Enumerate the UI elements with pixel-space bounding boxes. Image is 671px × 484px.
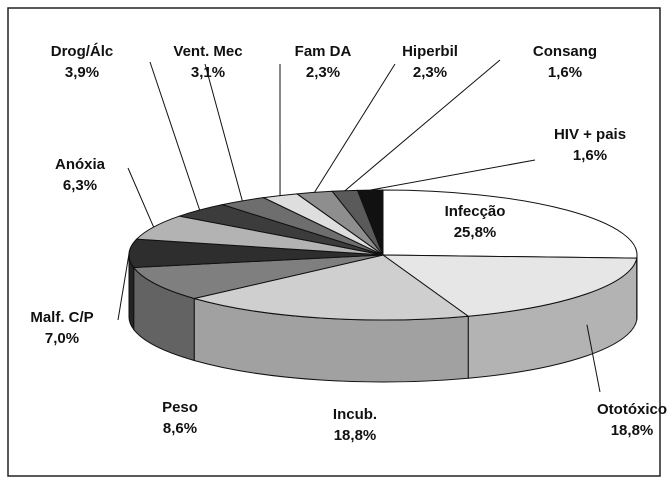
slice-label: Infecção <box>445 203 506 220</box>
slice-label: Fam DA <box>295 43 352 60</box>
pie-tops <box>128 189 638 321</box>
slice-label: Consang <box>533 43 597 60</box>
slice-value-label: 25,8% <box>454 224 497 241</box>
pie-slice <box>381 254 638 317</box>
labels: Infecção 25,8% Ototóxico 18,8% Incub. 18,8% Pe… <box>30 43 667 444</box>
slice-label: HIV + pais <box>554 126 626 143</box>
slice-value-label: 3,9% <box>65 64 99 81</box>
leader-line <box>314 63 396 193</box>
slice-value-label: 6,3% <box>63 177 97 194</box>
leader-line <box>344 59 501 192</box>
slice-value-label: 1,6% <box>573 147 607 164</box>
pie-slice <box>128 238 384 268</box>
slice-label: Incub. <box>333 406 377 423</box>
slice-label: Peso <box>162 399 198 416</box>
leader-line <box>127 167 155 228</box>
leader-line <box>370 159 536 191</box>
pie-sides <box>128 254 638 383</box>
slice-value-label: 18,8% <box>611 422 654 439</box>
leader-line <box>204 63 243 202</box>
slice-label: Vent. Mec <box>173 43 242 60</box>
pie-slice <box>194 254 470 321</box>
slice-label: Hiperbil <box>402 43 458 60</box>
slice-label: Ototóxico <box>597 401 667 418</box>
slice-value-label: 2,3% <box>306 64 340 81</box>
slice-value-label: 18,8% <box>334 427 377 444</box>
slice-label: Malf. C/P <box>30 309 93 326</box>
slice-value-label: 7,0% <box>45 330 79 347</box>
slice-label: Anóxia <box>55 156 106 173</box>
leader-line <box>586 324 601 393</box>
leader-line <box>117 253 130 321</box>
leader-line <box>149 61 201 211</box>
slice-label: Drog/Álc <box>51 43 114 60</box>
slice-value-label: 1,6% <box>548 64 582 81</box>
slice-value-label: 8,6% <box>163 420 197 437</box>
slice-value-label: 2,3% <box>413 64 447 81</box>
slice-value-label: 3,1% <box>191 64 225 81</box>
pie-slice <box>132 254 384 299</box>
pie-slice <box>382 189 638 259</box>
